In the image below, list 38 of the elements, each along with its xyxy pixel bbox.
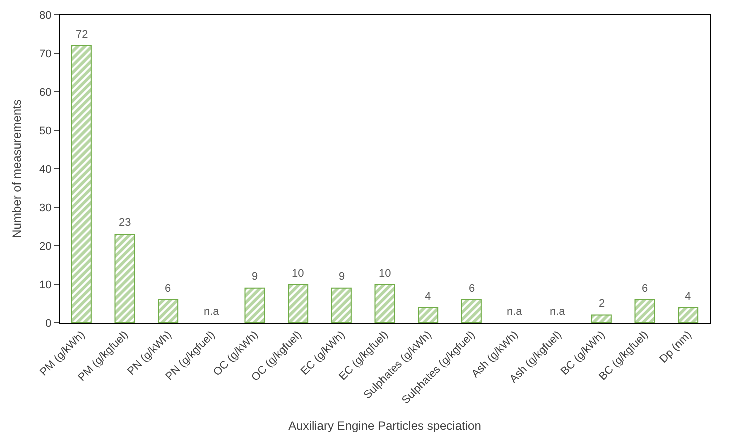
bar <box>461 299 482 323</box>
y-tick-label: 0 <box>46 318 52 330</box>
bar <box>591 314 612 323</box>
y-tick-label: 50 <box>40 125 52 138</box>
bar <box>114 234 136 323</box>
y-tick-label: 30 <box>40 202 52 214</box>
data-label: 6 <box>642 283 648 295</box>
bar <box>288 284 309 323</box>
text: n.a <box>204 306 220 318</box>
x-axis-title: Auxiliary Engine Particles speciation <box>288 418 482 433</box>
data-label: 10 <box>379 268 392 280</box>
y-axis-title: Number of measurements <box>10 100 24 238</box>
y-tick-label: 80 <box>40 10 52 22</box>
bar <box>374 284 396 323</box>
y-tick-label: 60 <box>40 86 52 99</box>
data-label: 10 <box>292 268 304 280</box>
data-label: 4 <box>425 291 432 303</box>
data-label: 2 <box>599 298 606 310</box>
bar <box>418 307 439 323</box>
y-tick-label: 10 <box>40 279 52 292</box>
bar <box>678 307 699 323</box>
data-label: 6 <box>469 283 476 295</box>
y-tick-label: 70 <box>40 48 52 60</box>
text: n.a <box>507 306 522 318</box>
data-label: 9 <box>252 271 258 283</box>
y-tick-label: 20 <box>40 240 52 253</box>
data-label: 23 <box>119 217 132 229</box>
text: n.a <box>550 306 566 318</box>
bar <box>634 299 656 323</box>
bar <box>244 288 266 323</box>
data-label: 6 <box>165 283 172 295</box>
data-label: 9 <box>339 271 346 283</box>
y-tick-label: 40 <box>40 164 52 176</box>
data-label: 4 <box>685 291 692 303</box>
bar <box>71 45 92 323</box>
data-label: 72 <box>76 29 88 41</box>
bar <box>158 299 179 323</box>
bar <box>331 288 352 323</box>
